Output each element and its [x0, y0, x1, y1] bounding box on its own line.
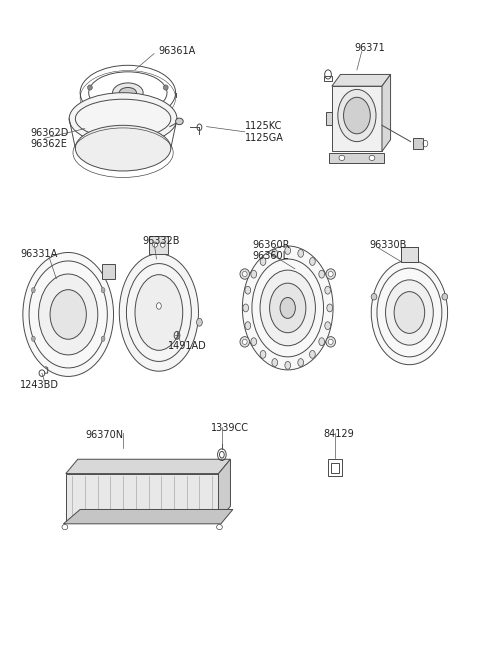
Ellipse shape: [285, 362, 290, 369]
Ellipse shape: [325, 286, 331, 294]
Polygon shape: [332, 86, 382, 151]
Ellipse shape: [385, 280, 433, 345]
Ellipse shape: [156, 303, 161, 309]
Ellipse shape: [327, 304, 333, 312]
Ellipse shape: [216, 525, 222, 530]
Text: 96360R
96360L: 96360R 96360L: [252, 240, 289, 261]
Polygon shape: [63, 510, 233, 524]
Ellipse shape: [153, 242, 157, 248]
Bar: [149, 236, 168, 253]
Text: 96361A: 96361A: [159, 46, 196, 56]
Bar: [326, 112, 332, 125]
Ellipse shape: [272, 250, 277, 257]
Ellipse shape: [163, 85, 168, 90]
Ellipse shape: [442, 293, 448, 300]
Ellipse shape: [176, 118, 183, 124]
Ellipse shape: [326, 269, 336, 279]
Polygon shape: [329, 153, 384, 163]
Text: 96362D
96362E: 96362D 96362E: [30, 128, 68, 149]
Ellipse shape: [344, 97, 370, 134]
Polygon shape: [332, 75, 391, 86]
Ellipse shape: [197, 318, 202, 326]
Text: 96331A: 96331A: [21, 250, 58, 259]
Ellipse shape: [135, 274, 183, 350]
Ellipse shape: [50, 290, 86, 339]
Polygon shape: [66, 459, 230, 474]
Text: 96371: 96371: [355, 43, 385, 53]
Ellipse shape: [260, 270, 315, 346]
Bar: [324, 76, 332, 81]
Ellipse shape: [270, 283, 306, 333]
Ellipse shape: [113, 83, 143, 102]
Bar: [331, 462, 339, 473]
Ellipse shape: [101, 336, 105, 341]
Bar: [401, 248, 418, 261]
Bar: [102, 264, 115, 278]
Ellipse shape: [280, 297, 295, 318]
Ellipse shape: [260, 257, 266, 265]
Ellipse shape: [38, 274, 98, 355]
Ellipse shape: [338, 90, 376, 141]
Ellipse shape: [285, 247, 290, 254]
Ellipse shape: [242, 271, 247, 276]
Ellipse shape: [319, 338, 324, 346]
Ellipse shape: [240, 337, 250, 347]
Ellipse shape: [369, 155, 375, 160]
Ellipse shape: [339, 155, 345, 160]
Bar: [413, 138, 422, 149]
Ellipse shape: [62, 525, 68, 530]
Ellipse shape: [310, 257, 315, 265]
Text: 96332B: 96332B: [142, 236, 180, 246]
Ellipse shape: [251, 338, 257, 346]
Bar: [328, 459, 342, 476]
Ellipse shape: [298, 250, 303, 257]
Text: 1125KC
1125GA: 1125KC 1125GA: [245, 121, 284, 143]
Ellipse shape: [31, 336, 35, 341]
Ellipse shape: [260, 350, 266, 358]
Ellipse shape: [326, 337, 336, 347]
Bar: [401, 248, 418, 261]
Ellipse shape: [328, 271, 333, 276]
Text: 96330B: 96330B: [370, 240, 407, 250]
Ellipse shape: [23, 252, 114, 377]
Ellipse shape: [75, 125, 171, 171]
Ellipse shape: [119, 88, 136, 98]
Ellipse shape: [319, 271, 324, 278]
Ellipse shape: [325, 322, 331, 329]
Ellipse shape: [87, 85, 92, 90]
Ellipse shape: [371, 260, 447, 365]
Ellipse shape: [69, 93, 177, 145]
Ellipse shape: [242, 339, 247, 345]
Text: 1339CC: 1339CC: [211, 423, 250, 433]
Ellipse shape: [119, 253, 199, 371]
Ellipse shape: [240, 269, 250, 279]
Ellipse shape: [243, 304, 249, 312]
Ellipse shape: [245, 286, 251, 294]
Text: 84129: 84129: [324, 430, 354, 440]
Ellipse shape: [160, 242, 165, 248]
Ellipse shape: [394, 291, 425, 333]
Polygon shape: [382, 75, 391, 151]
Ellipse shape: [298, 358, 303, 366]
Ellipse shape: [242, 246, 333, 370]
Polygon shape: [218, 459, 230, 521]
Text: 1243BD: 1243BD: [20, 380, 59, 390]
Ellipse shape: [272, 358, 277, 366]
Text: 1491AD: 1491AD: [168, 341, 206, 352]
Ellipse shape: [328, 339, 333, 345]
Ellipse shape: [31, 288, 35, 293]
Bar: [66, 474, 218, 521]
Ellipse shape: [310, 350, 315, 358]
Ellipse shape: [251, 271, 257, 278]
Ellipse shape: [101, 288, 105, 293]
Ellipse shape: [245, 322, 251, 329]
Ellipse shape: [371, 293, 377, 300]
Text: 96370N: 96370N: [85, 430, 123, 440]
